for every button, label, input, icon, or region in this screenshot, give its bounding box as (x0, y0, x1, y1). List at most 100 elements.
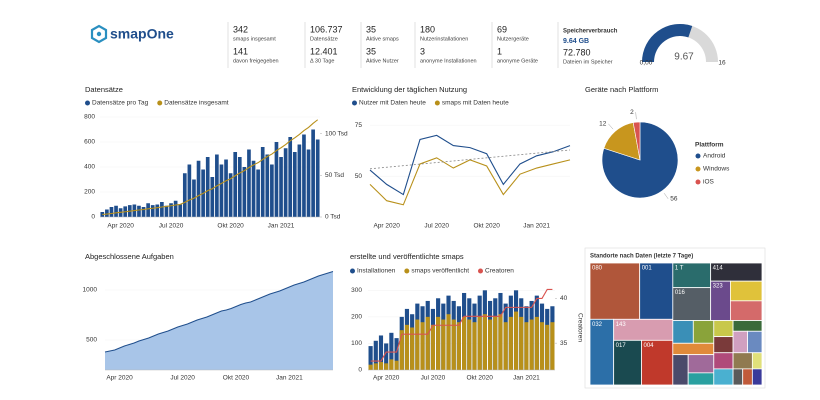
cell-label: 323 (713, 284, 724, 290)
y-tick-label: 75 (355, 122, 363, 129)
bar (410, 327, 415, 370)
y2-tick-label: 40 (560, 295, 568, 302)
bar (274, 142, 279, 217)
treemap-cell (713, 368, 734, 386)
bar (415, 319, 420, 370)
kpi-value: 141 (233, 46, 248, 56)
treemap-cell (641, 339, 674, 386)
bar (233, 152, 238, 217)
x-tick-label: Apr 2020 (106, 375, 133, 382)
treemap-cell (713, 336, 734, 354)
legend-swatch (352, 100, 357, 106)
kpi-value: 342 (233, 24, 248, 34)
bar (373, 363, 378, 370)
treemap-cell (732, 320, 763, 332)
area-fill (105, 271, 333, 370)
kpi-label: Aktive smaps (366, 36, 399, 42)
legend-swatch (434, 100, 440, 106)
bar (105, 209, 109, 217)
line (370, 288, 553, 362)
cell-label: 016 (675, 290, 686, 296)
legend-label: Creatoren (485, 268, 514, 275)
treemap-cell (687, 372, 715, 386)
bar (315, 139, 320, 217)
trend-line (369, 149, 571, 170)
bar (446, 314, 451, 370)
bar (256, 169, 260, 217)
bar (472, 322, 477, 370)
leader-line (608, 123, 614, 130)
treemap-cell (672, 354, 689, 386)
legend-swatch (695, 153, 701, 159)
chart-title: Abgeschlossene Aufgaben (85, 252, 174, 261)
bar (430, 324, 436, 370)
cell-label: 017 (616, 343, 627, 349)
treemap-cell (713, 320, 734, 338)
bar (493, 316, 498, 370)
x-tick-label: Jan 2021 (513, 375, 540, 382)
bar (508, 316, 513, 370)
treemap-cell (672, 342, 715, 356)
kpi-label: anonyme Geräte (497, 58, 538, 64)
bar (389, 359, 394, 370)
chart-title: Datensätze (85, 85, 123, 94)
logo-dot (96, 31, 102, 37)
bar (160, 202, 164, 217)
leader-line (663, 193, 669, 199)
kpi-value: 69 (497, 24, 507, 34)
y2-tick-label: 50 Tsd (325, 172, 344, 179)
leader-line (635, 112, 637, 120)
x-tick-label: Okt 2020 (217, 223, 244, 230)
cell-label: 1 T (675, 266, 684, 272)
legend-swatch (695, 166, 701, 172)
cell-label: 080 (592, 266, 603, 272)
bar (228, 173, 233, 217)
bar (378, 362, 384, 370)
x-tick-label: Apr 2020 (107, 223, 134, 230)
treemap-cell (639, 262, 674, 320)
legend-swatch (404, 268, 410, 274)
kpi-value: 106.737 (310, 24, 343, 34)
bar (436, 316, 441, 370)
bar (260, 147, 265, 217)
bar (425, 316, 430, 370)
bar (279, 157, 283, 217)
bar (524, 322, 529, 370)
x-tick-label: Okt 2020 (473, 223, 500, 230)
y-tick-label: 300 (351, 287, 362, 294)
y2-tick-label: 35 (560, 340, 568, 347)
bar (378, 335, 384, 370)
bar (477, 316, 482, 370)
x-tick-label: Jan 2021 (268, 223, 295, 230)
treemap-cell (747, 330, 763, 354)
treemap-cell (692, 320, 715, 344)
legend-swatch (157, 100, 163, 106)
bar (384, 343, 389, 370)
bar (503, 322, 508, 370)
logo-icon (90, 24, 108, 44)
chart-title: erstellte und veröffentlichte smaps (350, 252, 464, 261)
bar (205, 157, 210, 217)
bar (394, 338, 399, 370)
storage-title: Speicherverbrauch (563, 29, 618, 35)
x-tick-label: Apr 2020 (373, 223, 400, 230)
treemap-cell (732, 368, 744, 386)
bar (210, 177, 215, 217)
treemap-cell (672, 320, 694, 344)
legend-label: iOS (703, 179, 715, 186)
bar (498, 314, 503, 370)
y2-tick-label: 0 Tsd (325, 214, 341, 221)
bar (251, 160, 256, 217)
x-tick-label: Jan 2021 (276, 375, 303, 382)
bar (242, 167, 247, 217)
bar (467, 319, 472, 370)
bar (292, 152, 297, 217)
y-tick-label: 500 (86, 337, 97, 344)
bar (178, 204, 183, 217)
chart-title: Geräte nach Plattform (585, 85, 658, 94)
bar (283, 148, 288, 217)
bar (487, 319, 493, 370)
bar (399, 330, 404, 370)
cell-label: 004 (643, 343, 654, 349)
bar (519, 316, 524, 370)
